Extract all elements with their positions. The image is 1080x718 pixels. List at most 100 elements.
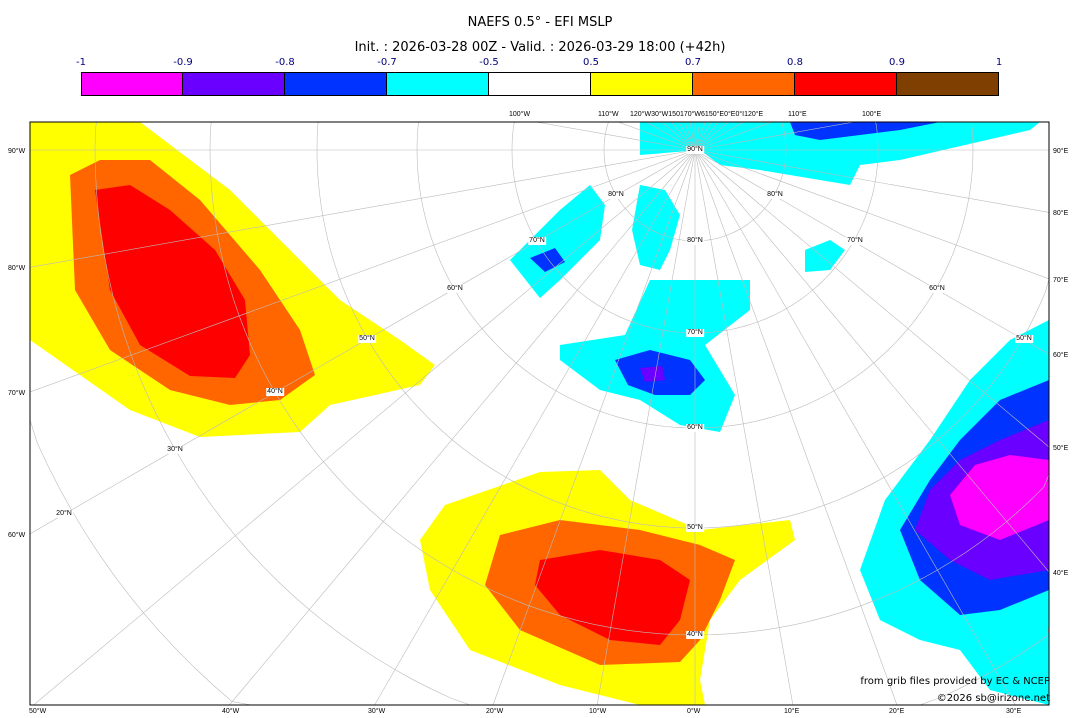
colorbar-tick-label: -0.8	[275, 57, 295, 68]
coordinate-label: 20°W	[486, 708, 504, 715]
meridian-line	[694, 122, 773, 151]
colorbar-tick-label: 0.5	[583, 57, 599, 68]
meridian-line	[694, 149, 1049, 355]
coordinate-label: 80°N	[607, 191, 625, 199]
colorbar-tick-label: -1	[76, 57, 86, 68]
coordinate-label: 50°N	[1015, 335, 1033, 343]
meridian-line	[30, 149, 696, 393]
coordinate-label: 40°W	[222, 708, 240, 715]
map-frame	[29, 121, 1050, 706]
coordinate-label: 60°E	[1053, 352, 1069, 359]
coordinate-label: 60°N	[446, 285, 464, 293]
colorbar-tick-label: 0.8	[787, 57, 803, 68]
coordinate-label: 100°E	[862, 111, 882, 118]
coordinate-label: 30°E	[1006, 708, 1022, 715]
coordinate-label: 50°N	[358, 335, 376, 343]
meridian-line	[617, 122, 696, 151]
meridian-line	[492, 149, 696, 705]
meridian-line	[694, 122, 854, 151]
coordinate-label: 30°N	[166, 446, 184, 454]
meridian-line	[678, 122, 696, 151]
coordinate-label: 50°W	[29, 708, 47, 715]
meridian-line	[694, 149, 1016, 705]
coordinate-label: 70°E	[1053, 277, 1069, 284]
colorbar-tick-label: -0.5	[479, 57, 499, 68]
meridian-line	[689, 122, 696, 151]
coordinate-label: 110°E	[788, 111, 807, 118]
copyright: ©2026 sb@irizone.net	[936, 693, 1050, 704]
coordinate-label: 50°N	[686, 524, 704, 532]
colorbar-tick-label: -0.7	[377, 57, 397, 68]
meridian-line	[30, 149, 696, 268]
coordinate-label: 60°W	[8, 532, 26, 539]
latitude-circle	[94, 122, 1049, 705]
efi-field-eastern-europe	[860, 320, 1049, 705]
colorbar-tick-label: 0.9	[889, 57, 905, 68]
meridian-line	[694, 149, 1049, 280]
coordinate-label: 120°W30°W150170°W6150°E0°E0°I120°E	[630, 111, 764, 118]
meridian-line	[694, 122, 706, 151]
coordinate-label: 40°N	[266, 388, 284, 396]
meridian-line	[646, 122, 696, 151]
coordinate-label: 30°W	[368, 708, 386, 715]
coordinate-label: 90°E	[1053, 148, 1069, 155]
coordinate-label: 80°W	[8, 265, 26, 272]
chart-title: NAEFS 0.5° - EFI MSLP	[467, 15, 613, 30]
meridian-line	[536, 122, 696, 151]
meridian-line	[694, 122, 719, 151]
colorbar-segment	[183, 72, 285, 95]
colorbar-segment	[795, 72, 897, 95]
meridian-line	[33, 149, 696, 705]
meridian-line	[661, 122, 696, 151]
meridian-line	[596, 149, 696, 705]
colorbar-tick-label: -0.9	[173, 57, 193, 68]
coordinate-label: 90°W	[8, 148, 26, 155]
meridian-line	[694, 149, 794, 705]
latitude-circle	[30, 122, 1049, 705]
coordinate-label: 110°W	[598, 111, 619, 118]
coordinate-label: 100°W	[509, 111, 531, 118]
meridian-line	[694, 149, 1049, 448]
latitude-circle	[316, 122, 1049, 529]
colorbar-frame	[81, 72, 999, 96]
meridian-line	[694, 149, 1049, 213]
meridian-line	[694, 122, 744, 151]
colorbar-segment	[693, 72, 795, 95]
meridian-line	[694, 149, 898, 705]
coordinate-label: 70°N	[846, 237, 864, 245]
meridian-line	[694, 122, 729, 151]
coordinate-label: 10°E	[784, 708, 800, 715]
coordinate-label: 90°N	[686, 146, 704, 154]
coordinate-label: 70°N	[686, 329, 704, 337]
coordinate-label: 70°N	[528, 237, 546, 245]
colorbar-segment	[387, 72, 489, 95]
colorbar-tick-label: 0.7	[685, 57, 701, 68]
graticule	[30, 122, 1049, 705]
meridian-line	[671, 122, 696, 151]
coordinate-label: 80°E	[1053, 210, 1069, 217]
colorbar-segment	[489, 72, 591, 95]
coordinate-label: 50°E	[1053, 445, 1069, 452]
meridian-line	[374, 149, 696, 705]
coordinate-label: 60°N	[686, 424, 704, 432]
efi-field-north-atlantic-low	[510, 122, 1040, 432]
colorbar-segment	[285, 72, 387, 95]
coordinate-label: 0°W	[687, 708, 701, 715]
efi-field-iberia	[420, 470, 795, 705]
coordinate-label: 80°N	[766, 191, 784, 199]
source-credit: from grib files provided by EC & NCEP	[860, 676, 1050, 687]
meridian-line	[694, 149, 1049, 573]
coordinate-label: 80°N	[686, 237, 704, 245]
colorbar-tick-label: 1	[995, 57, 1003, 68]
meridian-line	[684, 122, 696, 151]
colorbar-segment	[591, 72, 693, 95]
coordinate-label: 40°E	[1053, 570, 1069, 577]
meridian-line	[694, 122, 712, 151]
coordinate-label: 10°W	[589, 708, 607, 715]
latitude-circle	[209, 122, 1049, 636]
meridian-line	[229, 149, 696, 705]
chart-subtitle: Init. : 2026-03-28 00Z - Valid. : 2026-0…	[354, 40, 726, 55]
efi-field-west-atlantic	[30, 122, 435, 437]
meridian-line	[694, 122, 701, 151]
